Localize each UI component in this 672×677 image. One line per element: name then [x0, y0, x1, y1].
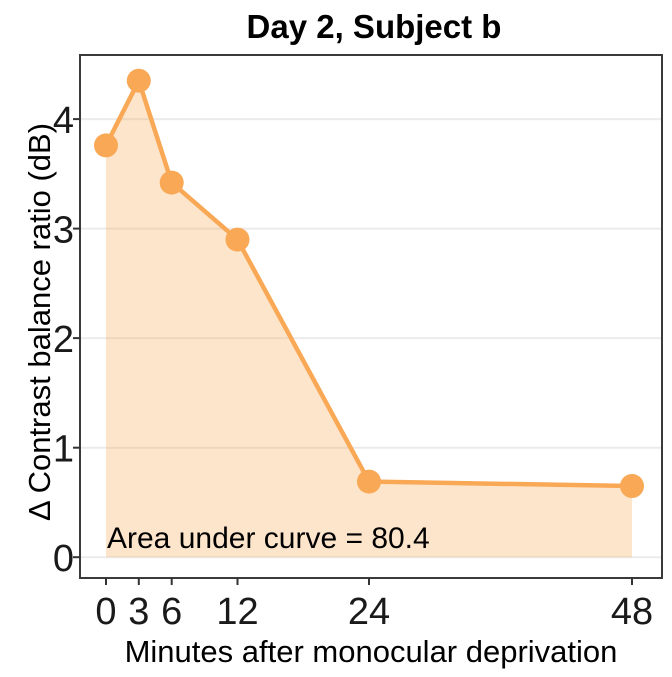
- auc-annotation: Area under curve = 80.4: [107, 522, 430, 555]
- chart-title: Day 2, Subject b: [247, 8, 502, 45]
- y-tick-label-0: 0: [53, 538, 74, 580]
- x-axis-ticks: 0 3 6 12 24 48: [95, 578, 653, 633]
- data-point-x12: [225, 227, 250, 252]
- x-tick-label-48: 48: [611, 591, 653, 633]
- x-tick-label-0: 0: [95, 591, 116, 633]
- y-tick-label-4: 4: [53, 100, 74, 142]
- y-tick-label-1: 1: [53, 429, 74, 471]
- y-axis-title: Δ Contrast balance ratio (dB): [22, 123, 57, 521]
- data-point-x6: [159, 170, 184, 195]
- y-tick-label-2: 2: [53, 319, 74, 361]
- data-point-x48: [620, 474, 644, 498]
- x-tick-label-12: 12: [216, 591, 258, 633]
- data-points: [94, 68, 644, 498]
- x-axis-title: Minutes after monocular deprivation: [125, 634, 618, 669]
- y-tick-label-3: 3: [53, 210, 74, 252]
- data-line: [103, 78, 635, 489]
- area-under-curve-fill: [106, 80, 632, 558]
- plot-panel-border: [79, 54, 663, 579]
- data-point-x0: [94, 133, 118, 158]
- data-point-x3: [126, 68, 151, 93]
- data-point-x24: [357, 469, 381, 494]
- gridlines: [81, 118, 661, 559]
- y-axis-ticks: 0 1 2 3 4: [53, 100, 80, 580]
- x-tick-label-24: 24: [348, 591, 390, 633]
- x-tick-label-6: 6: [161, 591, 182, 633]
- x-tick-label-3: 3: [128, 591, 149, 633]
